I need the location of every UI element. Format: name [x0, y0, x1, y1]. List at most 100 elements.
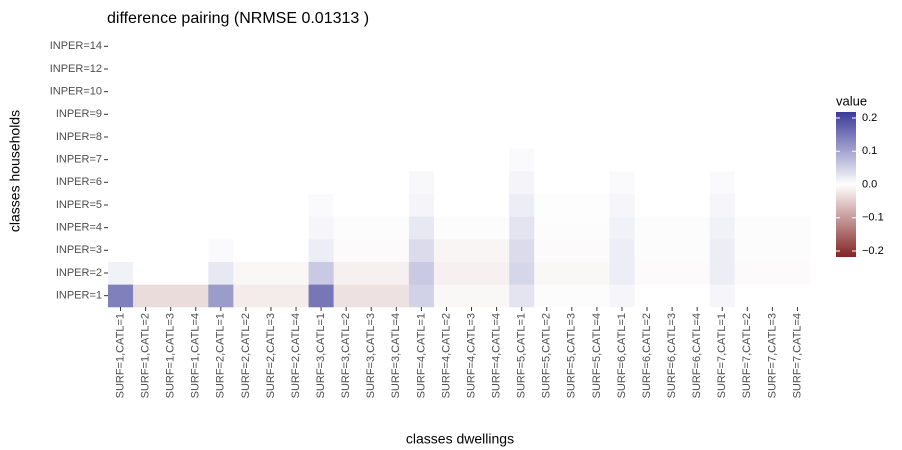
y-tick-label: INPER=6: [56, 176, 102, 188]
heat-cell: [534, 193, 560, 217]
x-tick-label: SURF=4,CATL=3: [465, 313, 477, 398]
heat-cell: [258, 148, 284, 172]
x-tick-label: SURF=1,CATL=4: [190, 313, 202, 398]
heat-cell: [333, 171, 360, 194]
heat-cell: [358, 216, 385, 240]
heat-cell: [408, 193, 435, 217]
heat-cell: [659, 35, 685, 58]
x-tick-label: SURF=6,CATL=3: [666, 313, 678, 398]
heat-cell: [534, 35, 560, 58]
heat-cell: [408, 216, 435, 240]
heat-cell: [659, 193, 685, 217]
heat-cell: [333, 80, 360, 104]
heat-cell: [133, 239, 159, 262]
heat-cell: [108, 239, 134, 262]
heat-cell: [734, 148, 761, 172]
heat-cell: [283, 57, 309, 81]
heat-cell: [459, 261, 485, 285]
heat-cell: [709, 284, 736, 308]
heat-cell: [484, 103, 510, 126]
heat-cell: [609, 125, 635, 149]
heat-cell: [584, 284, 610, 308]
x-tick-label: SURF=5,CATL=1: [516, 313, 528, 398]
x-tick-label: SURF=6,CATL=2: [641, 313, 653, 398]
heat-cell: [509, 57, 535, 81]
heat-cell: [684, 261, 711, 285]
heat-cell: [484, 80, 510, 104]
heat-cell: [383, 261, 410, 285]
y-axis-title: classes households: [7, 110, 23, 232]
heat-cell: [333, 284, 360, 308]
heat-cell: [358, 171, 385, 194]
heat-cell: [433, 239, 460, 262]
heat-cell: [408, 148, 435, 172]
heat-cell: [208, 193, 234, 217]
heat-cell: [308, 125, 334, 149]
x-tick-label: SURF=2,CATL=4: [290, 313, 302, 398]
heat-cell: [759, 261, 786, 285]
heat-cell: [433, 171, 460, 194]
y-tick-label: INPER=4: [56, 222, 102, 234]
heat-cell: [509, 80, 535, 104]
heat-cell: [659, 148, 685, 172]
y-tick-label: INPER=1: [56, 290, 102, 302]
heat-cell: [459, 57, 485, 81]
heat-cell: [233, 80, 259, 104]
heat-cell: [433, 125, 460, 149]
heat-cell: [308, 193, 334, 217]
heat-cell: [133, 57, 159, 81]
heat-cell: [208, 284, 234, 308]
heat-cell: [759, 216, 786, 240]
heat-cell: [659, 80, 685, 104]
heat-cell: [183, 239, 209, 262]
heat-cell: [459, 216, 485, 240]
heat-cell: [609, 148, 635, 172]
heat-cell: [684, 35, 711, 58]
heat-cell: [534, 125, 560, 149]
heat-cell: [709, 57, 736, 81]
heat-cell: [283, 103, 309, 126]
heat-cell: [208, 239, 234, 262]
heat-cell: [634, 261, 660, 285]
heat-cell: [283, 284, 309, 308]
heat-cell: [659, 125, 685, 149]
heat-cell: [333, 57, 360, 81]
colorbar-tick-label: −0.1: [862, 212, 884, 224]
x-tick-label: SURF=5,CATL=2: [541, 313, 553, 398]
heat-cell: [609, 239, 635, 262]
heat-cell: [459, 148, 485, 172]
heat-cell: [208, 216, 234, 240]
heat-cell: [433, 57, 460, 81]
heat-cell: [183, 103, 209, 126]
heat-cell: [459, 125, 485, 149]
heat-cell: [534, 148, 560, 172]
heat-cell: [634, 57, 660, 81]
heat-cell: [258, 80, 284, 104]
x-tick-label: SURF=7,CATL=1: [716, 313, 728, 398]
heat-cell: [734, 193, 761, 217]
heat-cell: [609, 35, 635, 58]
heat-cell: [358, 284, 385, 308]
x-tick-label: SURF=2,CATL=1: [215, 313, 227, 398]
heat-cell: [784, 261, 811, 285]
heat-cell: [784, 57, 811, 81]
heat-cell: [634, 239, 660, 262]
heat-cell: [759, 239, 786, 262]
heat-cell: [609, 103, 635, 126]
heat-cell: [358, 57, 385, 81]
y-tick-label: INPER=10: [50, 86, 102, 98]
heat-cell: [158, 57, 184, 81]
heat-cell: [784, 80, 811, 104]
colorbar-tick-label: 0.1: [862, 145, 877, 157]
heat-cell: [108, 261, 134, 285]
heat-cell: [709, 216, 736, 240]
heat-cell: [108, 193, 134, 217]
heat-cell: [233, 125, 259, 149]
heat-cell: [258, 171, 284, 194]
x-tick-label: SURF=5,CATL=3: [566, 313, 578, 398]
heat-cell: [609, 57, 635, 81]
heat-cell: [183, 171, 209, 194]
heat-cell: [183, 216, 209, 240]
heat-cell: [408, 125, 435, 149]
heat-cell: [283, 148, 309, 172]
